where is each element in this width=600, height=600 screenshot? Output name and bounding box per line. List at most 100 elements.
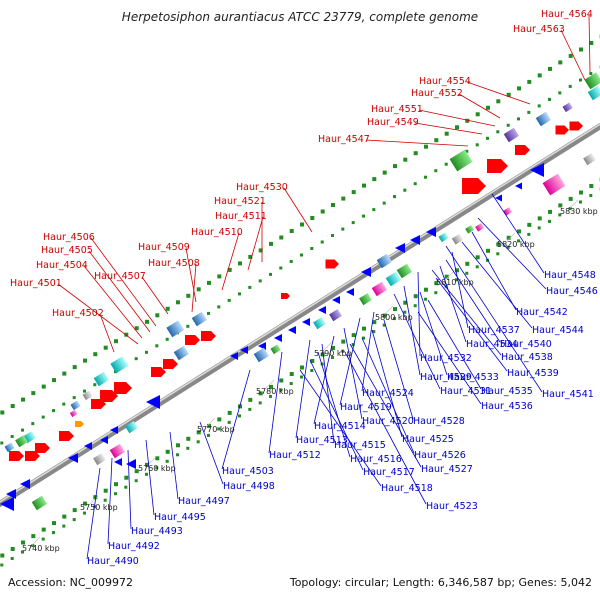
track-dot <box>258 248 263 253</box>
gene-label-plus[interactable]: Haur_4506 <box>43 232 95 243</box>
gene-label-minus[interactable]: Haur_4512 <box>269 450 321 461</box>
gene-label-plus[interactable]: Haur_4554 <box>419 76 471 87</box>
gene-label-minus[interactable]: Haur_4517 <box>363 467 415 478</box>
track-dot <box>424 175 427 179</box>
gene-arrow <box>495 194 502 202</box>
gene-label-minus[interactable]: Haur_4532 <box>420 353 472 364</box>
gene-label-plus[interactable]: Haur_4511 <box>215 211 267 222</box>
gene-label-minus[interactable]: Haur_4534 <box>466 339 518 350</box>
gene-label-plus[interactable]: Haur_4509 <box>138 242 190 253</box>
track-dot <box>372 320 377 325</box>
gene-label-minus[interactable]: Haur_4536 <box>481 401 533 412</box>
kbp-tick-label: 5820 kbp <box>497 240 535 249</box>
gene-label-minus[interactable]: Haur_4539 <box>507 368 559 379</box>
track-dot <box>52 531 55 535</box>
gene-label-plus[interactable]: Haur_4507 <box>94 271 146 282</box>
gene-label-plus[interactable]: Haur_4564 <box>541 9 593 20</box>
track-dot <box>486 248 490 253</box>
track-dot <box>527 110 531 114</box>
gene-label-plus[interactable]: Haur_4551 <box>371 104 423 115</box>
gene-label-minus[interactable]: Haur_4524 <box>362 388 414 399</box>
track-dot <box>114 492 117 496</box>
gene-label-minus[interactable]: Haur_4490 <box>87 556 139 567</box>
rna-feature <box>562 102 573 113</box>
rna-feature <box>396 263 412 279</box>
gene-label-minus[interactable]: Haur_4497 <box>178 496 230 507</box>
gene-label-minus[interactable]: Haur_4523 <box>426 501 478 512</box>
gene-label-minus[interactable]: Haur_4513 <box>296 435 348 446</box>
track-dot <box>176 453 179 457</box>
gene-label-minus[interactable]: Haur_4541 <box>542 389 594 400</box>
track-dot <box>455 268 459 273</box>
track-dot <box>248 397 253 402</box>
track-dot <box>196 430 201 435</box>
gene-label-minus[interactable]: Haur_4531 <box>440 386 492 397</box>
gene-label-plus[interactable]: Haur_4552 <box>411 88 463 99</box>
gene-arrow <box>346 288 354 296</box>
rna-feature <box>584 72 600 90</box>
gene-label-plus[interactable]: Haur_4502 <box>52 308 104 319</box>
track-dot <box>341 339 346 344</box>
gene-label-minus[interactable]: Haur_4540 <box>500 339 552 350</box>
gene-label-minus[interactable]: Haur_4515 <box>334 440 386 451</box>
rna-feature <box>173 345 189 361</box>
track-dot <box>382 313 387 318</box>
gene-label-minus[interactable]: Haur_4526 <box>414 450 466 461</box>
track-dot <box>320 209 325 214</box>
gene-label-minus[interactable]: Haur_4546 <box>546 286 598 297</box>
gene-label-plus[interactable]: Haur_4508 <box>148 258 200 269</box>
rna-feature <box>359 293 372 306</box>
rna-feature <box>31 495 47 511</box>
gene-label-minus[interactable]: Haur_4544 <box>532 325 584 336</box>
rna-feature <box>449 149 473 172</box>
gene-label-minus[interactable]: Haur_4498 <box>223 481 275 492</box>
gene-label-minus[interactable]: Haur_4518 <box>381 483 433 494</box>
gene-label-minus[interactable]: Haur_4528 <box>413 416 465 427</box>
gene-label-minus[interactable]: Haur_4495 <box>154 512 206 523</box>
rna-feature <box>191 311 207 327</box>
gene-label-minus[interactable]: Haur_4542 <box>516 307 568 318</box>
track-dot <box>465 271 469 275</box>
gene-label-plus[interactable]: Haur_4510 <box>191 227 243 238</box>
gene-label-minus[interactable]: Haur_4533 <box>447 372 499 383</box>
track-dot <box>558 213 562 217</box>
gene-label-minus[interactable]: Haur_4503 <box>222 466 274 477</box>
track-dot <box>31 534 36 539</box>
rna-feature <box>93 371 109 387</box>
track-dot <box>506 92 511 97</box>
gene-label-plus[interactable]: Haur_4505 <box>41 245 93 256</box>
gene-label-plus[interactable]: Haur_4521 <box>214 196 266 207</box>
track-dot <box>444 131 449 136</box>
gene-label-plus[interactable]: Haur_4530 <box>236 182 288 193</box>
gene-label-minus[interactable]: Haur_4548 <box>544 270 596 281</box>
track-dot <box>165 459 169 463</box>
gene-label-minus[interactable]: Haur_4514 <box>314 421 366 432</box>
gene-label-minus[interactable]: Haur_4538 <box>501 352 553 363</box>
gene-label-minus[interactable]: Haur_4529 <box>420 372 472 383</box>
track-dot <box>72 365 77 370</box>
gene-label-minus[interactable]: Haur_4527 <box>421 464 473 475</box>
rna-feature <box>110 356 129 374</box>
gene-label-plus[interactable]: Haur_4501 <box>10 278 62 289</box>
gene-label-plus[interactable]: Haur_4563 <box>513 24 565 35</box>
track-dot <box>279 388 283 392</box>
rna-feature <box>70 400 81 411</box>
gene-label-plus[interactable]: Haur_4549 <box>367 117 419 128</box>
gene-label-plus[interactable]: Haur_4547 <box>318 134 370 145</box>
gene-label-minus[interactable]: Haur_4519 <box>340 402 392 413</box>
gene-label-minus[interactable]: Haur_4525 <box>402 434 454 445</box>
gene-label-minus[interactable]: Haur_4493 <box>131 526 183 537</box>
gene-arrow <box>274 334 282 342</box>
gene-label-plus[interactable]: Haur_4504 <box>36 260 88 271</box>
gene-label-minus[interactable]: Haur_4492 <box>108 541 160 552</box>
gene-label-minus[interactable]: Haur_4520 <box>362 416 414 427</box>
gene-arrow <box>84 442 92 450</box>
gene-label-minus[interactable]: Haur_4537 <box>468 325 520 336</box>
track-dot <box>227 298 231 302</box>
track-dot <box>207 433 210 437</box>
track-dot <box>124 485 128 489</box>
track-dot <box>527 232 531 236</box>
gene-label-minus[interactable]: Haur_4535 <box>481 386 533 397</box>
track-dot <box>145 462 149 467</box>
gene-label-minus[interactable]: Haur_4516 <box>350 454 402 465</box>
